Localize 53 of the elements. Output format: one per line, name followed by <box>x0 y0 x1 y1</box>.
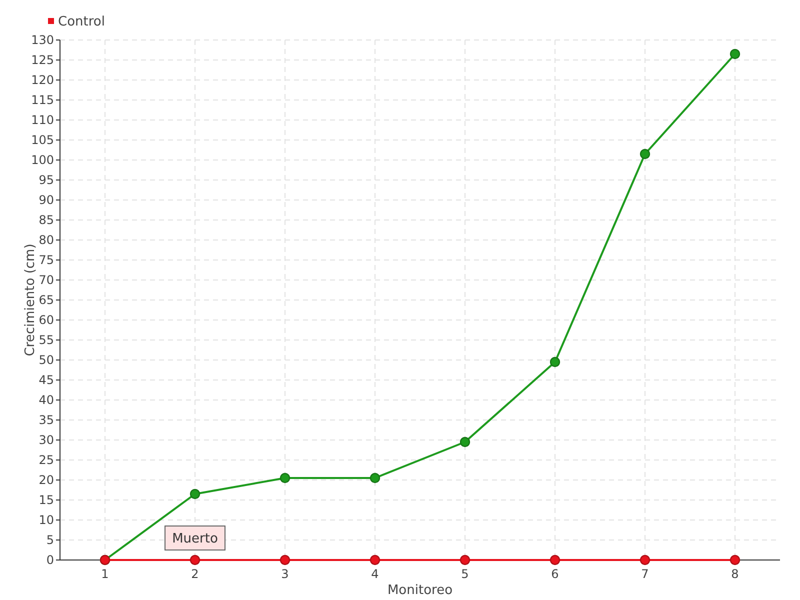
x-tick-label: 2 <box>191 567 199 582</box>
point <box>280 472 290 484</box>
y-tick-label: 115 <box>31 93 54 108</box>
y-tick-label: 5 <box>46 533 54 548</box>
y-tick-label: 55 <box>38 333 54 348</box>
point <box>640 554 650 566</box>
legend-label: Control <box>58 14 105 30</box>
point <box>550 554 560 566</box>
point <box>550 356 560 368</box>
y-tick-label: 35 <box>38 413 54 428</box>
x-tick-label: 1 <box>101 567 109 582</box>
y-tick-label: 20 <box>38 473 54 488</box>
y-tick-label: 15 <box>38 493 54 508</box>
y-tick-label: 0 <box>46 553 54 568</box>
point <box>460 436 470 448</box>
y-tick-label: 30 <box>38 433 54 448</box>
point <box>190 488 200 500</box>
y-tick-label: 125 <box>31 53 54 68</box>
x-tick-label: 4 <box>371 567 379 582</box>
y-tick-label: 40 <box>38 393 54 408</box>
y-axis-title: Crecimiento (cm) <box>23 244 38 356</box>
y-tick-label: 130 <box>31 33 54 48</box>
y-tick-label: 10 <box>38 513 54 528</box>
point <box>640 148 650 160</box>
point <box>460 554 470 566</box>
point <box>730 554 740 566</box>
y-tick-label: 45 <box>38 373 54 388</box>
y-tick-label: 120 <box>31 73 54 88</box>
y-tick-label: 100 <box>31 153 54 168</box>
point <box>370 554 380 566</box>
y-tick-label: 95 <box>38 173 54 188</box>
point <box>730 48 740 60</box>
point <box>190 554 200 566</box>
point <box>370 472 380 484</box>
x-tick-label: 3 <box>281 567 289 582</box>
y-tick-label: 70 <box>38 273 54 288</box>
point <box>280 554 290 566</box>
x-tick-label: 6 <box>551 567 559 582</box>
x-tick-label: 8 <box>731 567 739 582</box>
y-tick-label: 75 <box>38 253 54 268</box>
x-tick-label: 7 <box>641 567 649 582</box>
y-tick-label: 90 <box>38 193 54 208</box>
y-tick-label: 50 <box>38 353 54 368</box>
y-tick-label: 80 <box>38 233 54 248</box>
annotation: Muerto <box>172 532 218 547</box>
x-tick-label: 5 <box>461 567 469 582</box>
y-tick-label: 65 <box>38 293 54 308</box>
y-tick-label: 85 <box>38 213 54 228</box>
y-tick-label: 25 <box>38 453 54 468</box>
x-axis-title: Monitoreo <box>387 583 453 598</box>
y-tick-label: 110 <box>31 113 54 128</box>
y-tick-label: 60 <box>38 313 54 328</box>
y-tick-label: 105 <box>31 133 54 148</box>
